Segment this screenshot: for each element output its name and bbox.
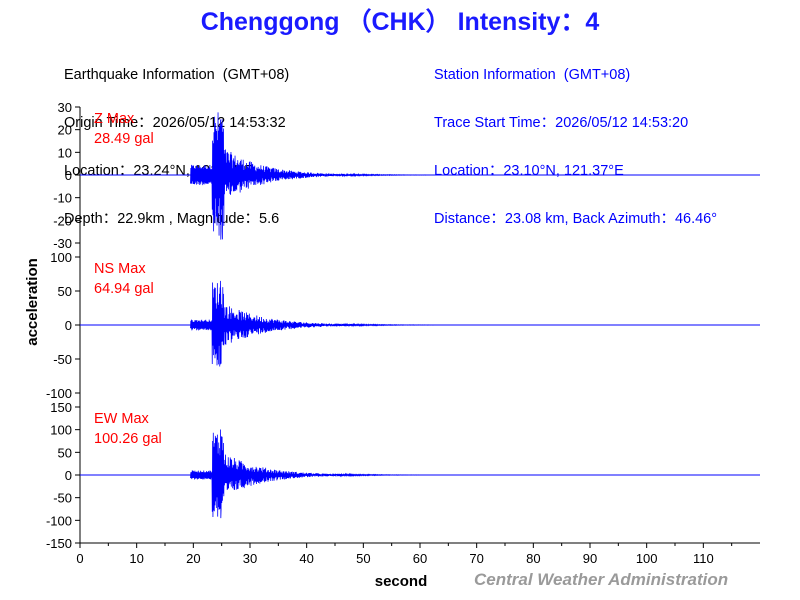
x-tick-label: 20 [186,551,200,566]
x-tick-label: 60 [413,551,427,566]
y-tick-label-z: 30 [58,100,72,115]
max-value-z: 28.49 gal [94,131,154,147]
station-distance: Distance：23.08 km, Back Azimuth：46.46° [434,211,718,227]
max-value-ns: 64.94 gal [94,281,154,297]
depth-magnitude: Depth：22.9km , Magnitude：5.6 [64,211,280,227]
max-label-z: Z Max [94,111,135,127]
waveform-z [190,112,579,240]
waveform-ns [190,280,449,367]
y-tick-label-z: -20 [53,213,72,228]
max-label-ns: NS Max [94,261,146,277]
y-tick-label-ns: -50 [53,352,72,367]
y-tick-label-ns: 0 [65,318,72,333]
y-tick-label-ew: 50 [58,445,72,460]
station-info-header: Station Information (GMT+08) [434,67,631,83]
max-value-ew: 100.26 gal [94,431,162,447]
x-tick-label: 110 [693,551,714,566]
y-tick-label-ew: -50 [53,491,72,506]
earthquake-info-header: Earthquake Information (GMT+08) [64,67,290,83]
y-tick-label-ns: -100 [46,386,72,401]
trace-start-time: Trace Start Time：2026/05/12 14:53:20 [434,115,689,131]
y-tick-label-ew: 0 [65,468,72,483]
y-tick-label-z: 10 [58,145,72,160]
y-tick-label-ns: 100 [50,250,72,265]
x-tick-label: 50 [356,551,370,566]
y-tick-label-ns: 50 [58,284,72,299]
y-tick-label-z: 0 [65,168,72,183]
origin-time: Origin Time：2026/05/12 14:53:32 [64,115,286,131]
y-axis-title: acceleration [24,258,41,346]
x-tick-label: 90 [583,551,597,566]
x-tick-label: 80 [526,551,540,566]
x-tick-label: 10 [129,551,143,566]
x-tick-label: 30 [243,551,257,566]
x-axis-title: second [375,573,428,590]
y-tick-label-ew: -150 [46,536,72,551]
x-tick-label: 100 [636,551,658,566]
y-tick-label-ew: 100 [50,423,72,438]
x-tick-label: 70 [469,551,483,566]
max-label-ew: EW Max [94,411,150,427]
x-tick-label: 0 [76,551,83,566]
y-tick-label-z: 20 [58,123,72,138]
y-tick-label-ew: 150 [50,400,72,415]
y-tick-label-z: -10 [53,191,72,206]
waveform-ew [190,429,420,519]
y-tick-label-ew: -100 [46,513,72,528]
y-tick-label-z: -30 [53,236,72,251]
chart-title: Chenggong （CHK） Intensity：4 [200,8,600,36]
agency-credit: Central Weather Administration [474,570,729,589]
x-tick-label: 40 [299,551,313,566]
